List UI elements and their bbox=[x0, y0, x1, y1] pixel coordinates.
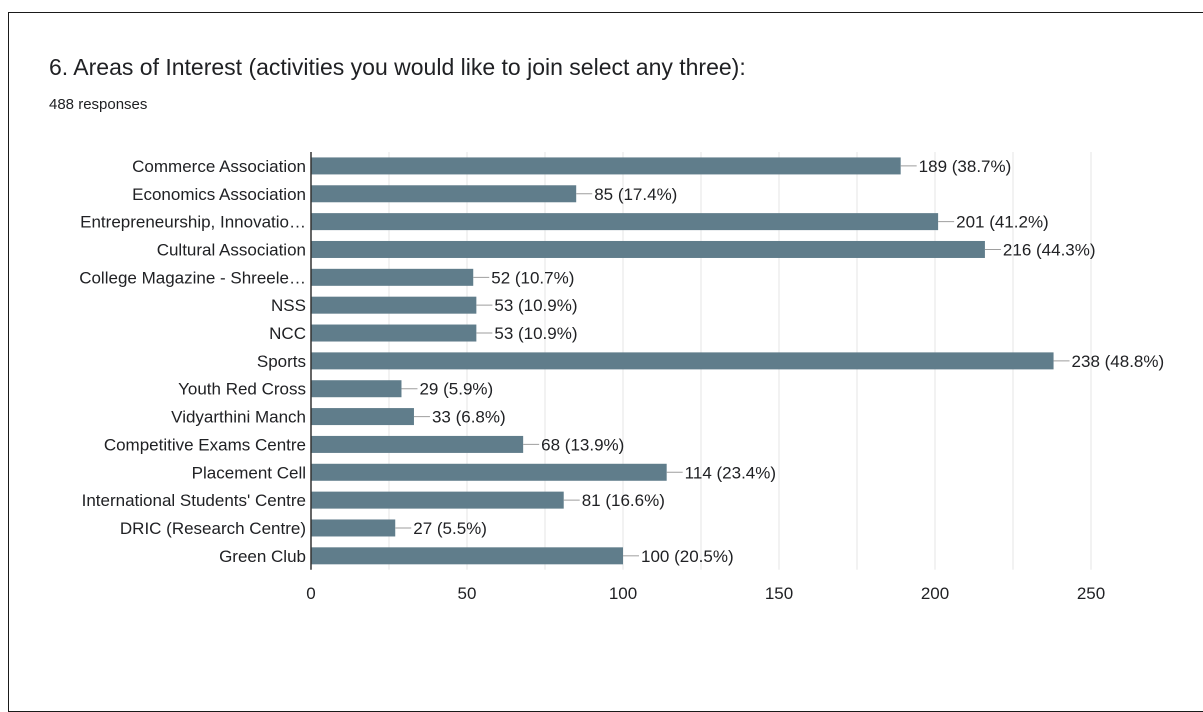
bar-chart: 189 (38.7%) 85 (17.4%) 201 (41.2%) 216 (44.… bbox=[79, 152, 1164, 603]
category-label: Green Club bbox=[219, 547, 306, 566]
data-label: 29 (5.9%) bbox=[419, 380, 493, 399]
x-tick-label: 100 bbox=[609, 584, 637, 603]
category-label: Competitive Exams Centre bbox=[104, 435, 306, 454]
x-tick-label: 150 bbox=[765, 584, 793, 603]
data-label: 68 (13.9%) bbox=[541, 435, 624, 454]
bar bbox=[311, 185, 577, 203]
category-label: College Magazine - Shreele… bbox=[79, 268, 306, 287]
category-label: Placement Cell bbox=[192, 463, 306, 482]
bar bbox=[311, 519, 396, 537]
x-tick-label: 250 bbox=[1077, 584, 1105, 603]
bar bbox=[311, 213, 939, 231]
data-label: 27 (5.5%) bbox=[413, 519, 487, 538]
category-labels: Commerce Association Economics Associatio… bbox=[79, 157, 306, 566]
data-label: 53 (10.9%) bbox=[494, 296, 577, 315]
response-count: 488 responses bbox=[49, 96, 148, 113]
category-label: NCC bbox=[269, 324, 306, 343]
data-label: 189 (38.7%) bbox=[919, 157, 1012, 176]
bar bbox=[311, 268, 474, 286]
category-label: Vidyarthini Manch bbox=[171, 408, 306, 427]
category-label: NSS bbox=[271, 296, 306, 315]
category-label: Cultural Association bbox=[157, 240, 306, 259]
category-label: Youth Red Cross bbox=[178, 380, 306, 399]
category-label: Economics Association bbox=[132, 185, 306, 204]
data-label: 33 (6.8%) bbox=[432, 408, 506, 427]
question-title: 6. Areas of Interest (activities you wou… bbox=[49, 54, 746, 80]
bar bbox=[311, 380, 402, 398]
bar bbox=[311, 324, 477, 342]
data-label: 238 (48.8%) bbox=[1072, 352, 1165, 371]
x-tick-label: 50 bbox=[458, 584, 477, 603]
category-label: Sports bbox=[257, 352, 306, 371]
bar bbox=[311, 463, 667, 481]
data-label: 52 (10.7%) bbox=[491, 268, 574, 287]
bar bbox=[311, 491, 564, 509]
data-label: 201 (41.2%) bbox=[956, 213, 1049, 232]
bar bbox=[311, 296, 477, 314]
bar bbox=[311, 352, 1054, 370]
bars: 189 (38.7%) 85 (17.4%) 201 (41.2%) 216 (44.… bbox=[311, 157, 1164, 566]
x-tick-label: 200 bbox=[921, 584, 949, 603]
category-label: Commerce Association bbox=[132, 157, 306, 176]
data-label: 216 (44.3%) bbox=[1003, 240, 1096, 259]
x-axis-ticks: 0 50 100 150 200 250 bbox=[306, 584, 1105, 603]
bar bbox=[311, 547, 623, 565]
data-label: 53 (10.9%) bbox=[494, 324, 577, 343]
data-label: 81 (16.6%) bbox=[582, 491, 665, 510]
data-label: 114 (23.4%) bbox=[685, 463, 776, 482]
category-label: DRIC (Research Centre) bbox=[120, 519, 306, 538]
bar bbox=[311, 240, 985, 258]
bar bbox=[311, 157, 901, 175]
data-label: 85 (17.4%) bbox=[594, 185, 677, 204]
data-label: 100 (20.5%) bbox=[641, 547, 734, 566]
bar bbox=[311, 408, 414, 426]
category-label: International Students' Centre bbox=[82, 491, 306, 510]
x-tick-label: 0 bbox=[306, 584, 315, 603]
category-label: Entrepreneurship, Innovatio… bbox=[80, 213, 306, 232]
bar bbox=[311, 435, 524, 453]
